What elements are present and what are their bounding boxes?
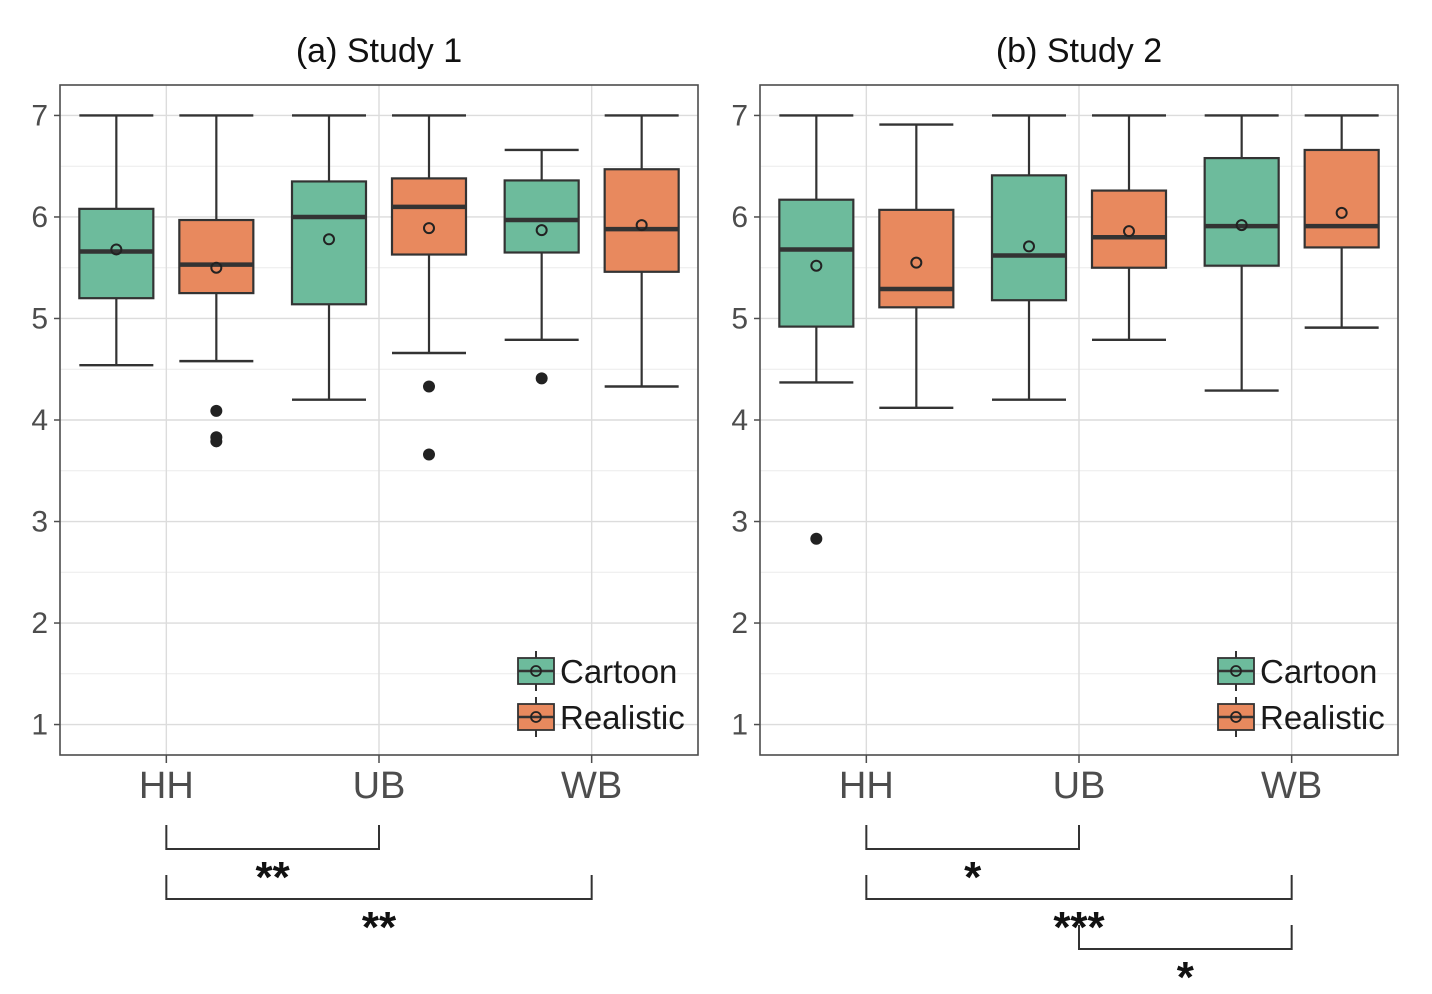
legend: Cartoon Realistic [1217,651,1385,737]
box-realistic-ub [390,114,468,461]
bracket-line [165,825,380,850]
panel-border [59,84,699,756]
significance-brackets: ***** [865,825,1293,994]
significance-bracket: * [865,825,1080,902]
y-tick-label: 5 [31,302,48,335]
bracket-line [865,825,1080,850]
outlier-point [210,435,223,448]
box-cartoon-wb [503,148,580,385]
bracket-line [1078,925,1293,950]
significance-label: * [1177,953,1195,994]
legend-item-cartoon: Cartoon [1217,651,1377,691]
x-tick-label: HH [139,765,194,807]
y-tick-label: 1 [731,709,748,742]
mean-marker [910,256,923,269]
mean-marker [423,222,435,235]
mean-marker [1023,240,1035,253]
outlier-point [423,448,435,461]
significance-bracket: * [1078,925,1293,994]
y-tick-label: 6 [31,201,48,234]
y-tick-label: 2 [31,607,48,640]
outlier-point [535,372,548,385]
grid-lines [60,85,698,755]
legend: Cartoon Realistic [517,651,685,737]
legend-key-mean [1230,711,1242,723]
outlier-point [810,532,823,545]
legend-key-mean [530,711,542,723]
legend-key-mean [530,665,542,677]
significance-label: ** [362,903,397,952]
box-body [990,174,1068,302]
legend-key-mean [1230,665,1242,677]
mean-marker [1235,219,1248,232]
mean-marker [535,224,548,237]
legend-item-realistic: Realistic [517,697,685,737]
y-tick-label: 4 [731,404,748,437]
box-body [390,177,468,256]
box-realistic-hh [178,114,255,448]
panel-border [759,84,1399,756]
y-tick-label: 3 [31,506,48,539]
legend-item-realistic: Realistic [1217,697,1385,737]
box-cartoon-wb [1203,114,1280,392]
mean-marker [210,261,223,274]
legend-label: Realistic [560,699,685,736]
significance-label: ** [256,853,291,902]
bracket-line [865,875,1293,900]
box-realistic-hh [878,123,955,410]
box-body [290,180,368,306]
box-realistic-wb [603,114,680,388]
panel-title: (a) Study 1 [296,32,462,70]
panel-2: (b) Study 2 1 2 3 4 5 6 7 HH UB WB Cartoon Realistic… [731,32,1399,994]
significance-label: * [964,853,982,902]
box-body [1303,148,1380,249]
mean-marker [810,259,823,272]
significance-brackets: ** ** [165,825,593,952]
box-cartoon-ub [290,114,368,401]
y-tick-label: 5 [731,302,748,335]
bracket-line [165,875,593,900]
x-tick-label: UB [1053,765,1106,807]
y-tick-label: 4 [31,404,48,437]
y-tick-label: 7 [731,99,748,132]
y-tick-label: 3 [731,506,748,539]
box-body [178,218,255,295]
legend-label: Cartoon [560,653,677,690]
y-tick-label: 6 [731,201,748,234]
legend-label: Realistic [1260,699,1385,736]
box-realistic-wb [1303,114,1380,329]
y-tick-label: 1 [31,709,48,742]
mean-marker [1335,206,1348,219]
mean-marker [1123,225,1135,238]
box-cartoon-ub [990,114,1068,401]
outlier-point [423,380,435,393]
x-tick-label: UB [353,765,406,807]
mean-marker [635,219,648,232]
box-cartoon-hh [78,114,155,367]
box-body [503,179,580,254]
box-realistic-ub [1090,114,1168,342]
box-cartoon-hh [778,114,855,545]
grid-lines [760,85,1398,755]
outlier-point [210,404,223,417]
legend-label: Cartoon [1260,653,1377,690]
box-body [778,198,855,328]
x-tick-label: HH [839,765,894,807]
box-body [1203,156,1280,267]
y-tick-label: 2 [731,607,748,640]
legend-item-cartoon: Cartoon [517,651,677,691]
x-tick-label: WB [1261,765,1322,807]
significance-bracket: ** [165,825,380,902]
significance-bracket: ** [165,875,593,952]
box-body [1090,189,1168,269]
mean-marker [323,233,335,246]
x-tick-label: WB [561,765,622,807]
mean-marker [110,243,123,256]
panel-1: (a) Study 1 1 2 3 4 5 6 7 HH UB WB Cartoon Realistic… [31,32,699,952]
panel-title: (b) Study 2 [996,32,1162,70]
y-tick-label: 7 [31,99,48,132]
